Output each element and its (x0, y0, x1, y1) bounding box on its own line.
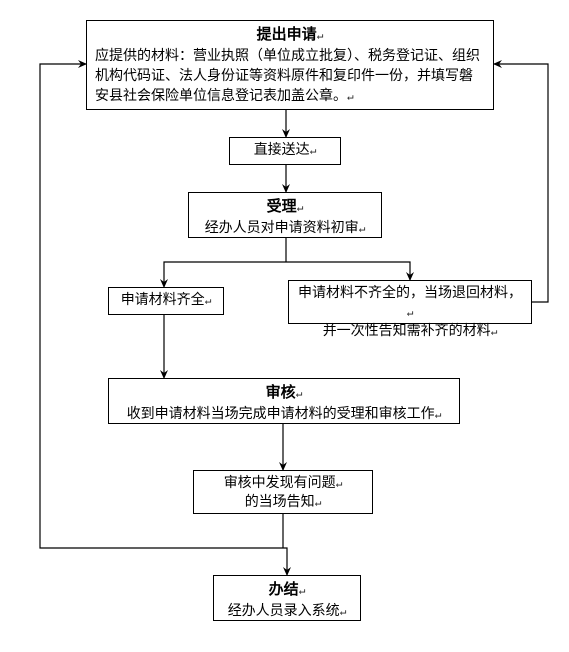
node-submit-application: 提出申请↵ 应提供的材料：营业执照（单位成立批复）、税务登记证、组织机构代码证、… (86, 20, 494, 110)
node-body-line2: 的当场告知 (245, 495, 315, 510)
line-marker: ↵ (407, 306, 414, 319)
edge (283, 548, 287, 575)
node-review-issue: 审核中发现有问题↵ 的当场告知↵ (193, 470, 373, 514)
line-marker: ↵ (317, 29, 324, 42)
line-marker: ↵ (435, 408, 442, 421)
line-marker: ↵ (336, 477, 343, 490)
edge (286, 262, 410, 280)
line-marker: ↵ (315, 496, 322, 509)
node-body: 直接送达 (254, 141, 310, 161)
node-body: 收到申请材料当场完成申请材料的受理和审核工作 (127, 407, 435, 422)
line-marker: ↵ (359, 222, 366, 235)
node-materials-complete: 申请材料齐全↵ (108, 287, 224, 315)
node-body-line2: 并一次性告知需补齐的材料 (323, 324, 491, 339)
node-body: 应提供的材料：营业执照（单位成立批复）、税务登记证、组织机构代码证、法人身份证等… (95, 49, 480, 105)
line-marker: ↵ (347, 90, 354, 103)
line-marker: ↵ (297, 201, 304, 214)
line-marker: ↵ (310, 143, 317, 159)
node-complete: 办结↵ 经办人员录入系统↵ (213, 575, 361, 621)
flowchart-canvas: 提出申请↵ 应提供的材料：营业执照（单位成立批复）、税务登记证、组织机构代码证、… (0, 0, 569, 652)
edge (164, 262, 286, 287)
node-body: 经办人员录入系统 (228, 604, 340, 619)
node-title: 提出申请 (257, 27, 317, 43)
edge (494, 64, 548, 302)
node-body-line1: 审核中发现有问题 (224, 476, 336, 491)
node-body-line1: 申请材料不齐全的，当场退回材料， (298, 286, 522, 301)
node-materials-incomplete: 申请材料不齐全的，当场退回材料，↵ 并一次性告知需补齐的材料↵ (288, 280, 532, 324)
line-marker: ↵ (491, 325, 498, 338)
node-title: 审核 (266, 385, 296, 401)
line-marker: ↵ (296, 387, 303, 400)
line-marker: ↵ (299, 584, 306, 597)
node-body: 经办人员对申请资料初审 (205, 221, 359, 236)
line-marker: ↵ (340, 605, 347, 618)
node-body: 申请材料齐全 (121, 291, 205, 311)
node-title: 办结 (269, 582, 299, 598)
node-title: 受理 (267, 199, 297, 215)
node-accept: 受理↵ 经办人员对申请资料初审↵ (188, 192, 382, 238)
node-review: 审核↵ 收到申请材料当场完成申请材料的受理和审核工作↵ (108, 378, 460, 424)
node-deliver: 直接送达↵ (229, 137, 341, 165)
line-marker: ↵ (205, 293, 212, 309)
